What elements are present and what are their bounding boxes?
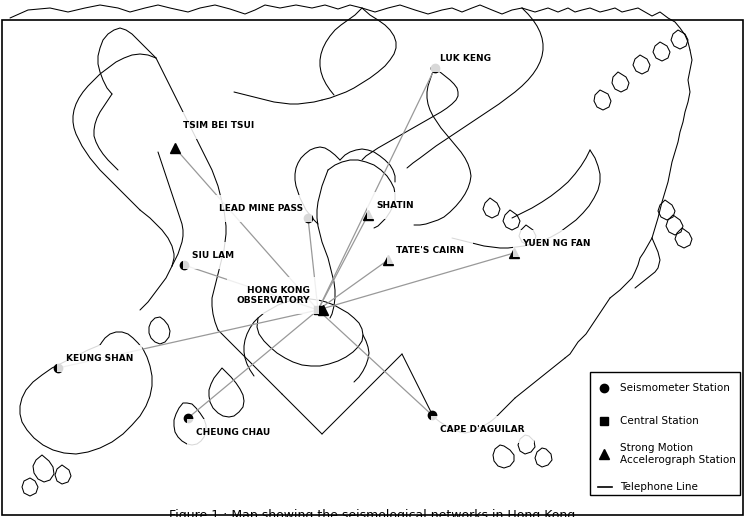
Text: HONG KONG
OBSERVATORY: HONG KONG OBSERVATORY xyxy=(236,285,310,305)
Text: YUEN NG FAN: YUEN NG FAN xyxy=(522,239,591,248)
Text: SIU LAM: SIU LAM xyxy=(192,251,234,260)
Text: LEAD MINE PASS: LEAD MINE PASS xyxy=(219,204,303,213)
Text: SHATIN: SHATIN xyxy=(376,201,413,210)
Text: Telephone Line: Telephone Line xyxy=(620,482,698,492)
Text: KEUNG SHAN: KEUNG SHAN xyxy=(66,354,133,363)
Text: Seismometer Station: Seismometer Station xyxy=(620,383,730,393)
Text: Central Station: Central Station xyxy=(620,416,699,426)
Text: TATE'S CAIRN: TATE'S CAIRN xyxy=(396,246,464,255)
Text: CAPE D'AGUILAR: CAPE D'AGUILAR xyxy=(440,425,524,434)
Text: Strong Motion
Accelerograph Station: Strong Motion Accelerograph Station xyxy=(620,443,736,465)
Bar xyxy=(590,372,740,495)
Text: Figure 1 : Map showing the seismological networks in Hong Kong: Figure 1 : Map showing the seismological… xyxy=(169,509,576,517)
Text: LUK KENG: LUK KENG xyxy=(440,54,491,63)
Text: TSIM BEI TSUI: TSIM BEI TSUI xyxy=(183,121,254,130)
Text: CHEUNG CHAU: CHEUNG CHAU xyxy=(196,428,270,437)
